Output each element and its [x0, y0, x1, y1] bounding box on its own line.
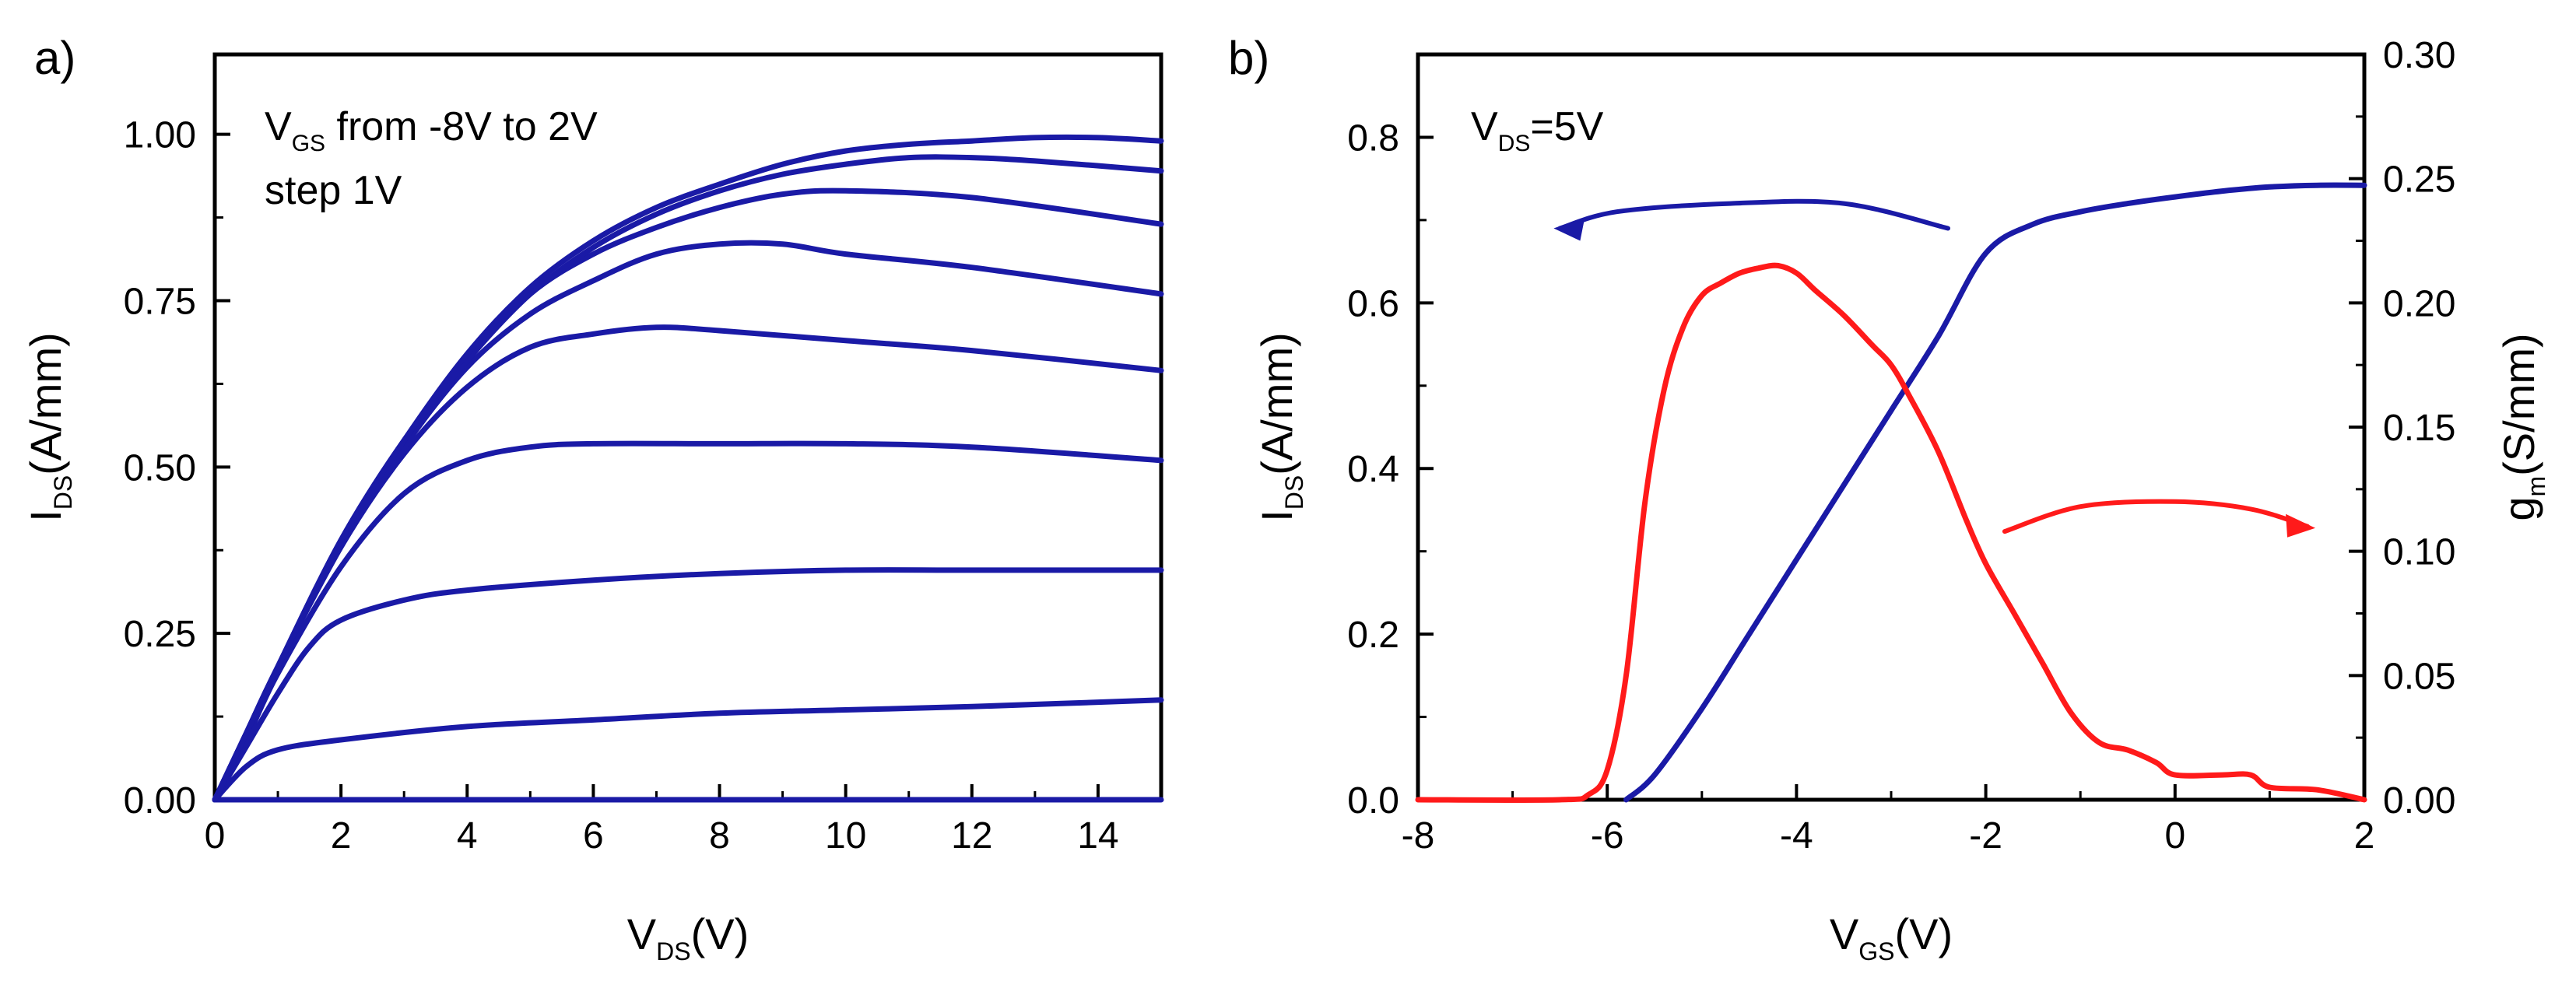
panel-b-ylabel-right: gm(S/mm) — [2494, 333, 2550, 520]
panel-a-x-tick-label: 12 — [951, 815, 992, 857]
panel-b-x-tick-label: -4 — [1780, 815, 1813, 857]
panel-b-ylabel-right-tail: (S/mm) — [2494, 333, 2543, 476]
panel-a-x-tick-label: 2 — [331, 815, 352, 857]
panel-b-gm-curve — [1415, 262, 2367, 803]
panel-b-plot-frame — [1416, 52, 2367, 802]
panel-b-yl-tick-label: 0.6 — [1347, 283, 1399, 324]
panel-b-yr-tick-label: 0.05 — [2383, 656, 2455, 697]
panel-a-curve-vgs--2 — [212, 187, 1164, 803]
panel-b-annotation: VDS=5V — [1471, 104, 1604, 156]
panel-a-label: a) — [34, 32, 75, 84]
annotation-vds-main: V — [1471, 104, 1498, 149]
panel-a-ylabel-sub: DS — [49, 475, 77, 510]
panel-b-ylabel-right-main: g — [2494, 497, 2543, 521]
panel-b-yl-tick-label: 0.0 — [1347, 780, 1399, 822]
panel-b-label: b) — [1228, 32, 1269, 84]
panel-a-series — [212, 134, 1164, 803]
panel-b-x-tick-label: 0 — [2164, 815, 2185, 857]
svg-text:VGS from -8V to 2V: VGS from -8V to 2V — [265, 104, 598, 156]
panel-a-y-tick-label: 0.25 — [124, 614, 196, 655]
panel-a-y-tick-label: 1.00 — [124, 115, 196, 156]
panel-b-ticks: -8 -6 -4 -2 0 2 0.0 0.2 0.4 0.6 0.8 0.00 0.05 0.10 0.1… — [1347, 35, 2455, 857]
panel-b-axis-arrows — [1553, 198, 2316, 538]
panel-b-xlabel: VGS(V) — [1830, 909, 1953, 965]
panel-b-yl-tick-label: 0.8 — [1347, 117, 1399, 159]
panel-b-ylabel-left: IDS(A/mm) — [1252, 332, 1308, 522]
panel-a-annotation: VGS from -8V to 2V step 1V — [265, 104, 598, 213]
right-axis-arrowhead — [2286, 513, 2316, 538]
panel-b-yr-tick-label: 0.30 — [2383, 35, 2455, 76]
panel-a-x-tick-label: 0 — [205, 815, 226, 857]
panel-b-transfer-characteristics: b) -8 -6 -4 -2 0 2 0.0 0.2 0.4 0.6 0.8 0.00 0.05 0.10… — [1228, 32, 2550, 965]
annotation-vgs-main: V — [265, 104, 292, 149]
annotation-vds-sub: DS — [1498, 131, 1531, 156]
panel-a-ticks: 0 2 4 6 8 10 12 14 0.00 0.25 0.50 0.75 1.00 — [124, 115, 1163, 857]
panel-a-x-tick-label: 14 — [1077, 815, 1118, 857]
panel-b-ylabel-right-sub: m — [2522, 476, 2550, 497]
panel-a-xlabel-tail: (V) — [691, 909, 749, 958]
panel-a-xlabel-main: V — [627, 909, 657, 958]
panel-b-ylabel-left-tail: (A/mm) — [1252, 332, 1301, 475]
left-axis-arrowhead — [1553, 217, 1585, 241]
panel-b-yr-tick-label: 0.00 — [2383, 780, 2455, 822]
panel-b-x-tick-label: -2 — [1969, 815, 2002, 857]
panel-b-x-tick-label: -8 — [1402, 815, 1435, 857]
panel-a-ylabel-main: I — [21, 510, 70, 522]
panel-b-ylabel-left-sub: DS — [1280, 475, 1308, 510]
panel-a-curve-vgs--4 — [212, 324, 1164, 803]
panel-a-output-characteristics: a) 0 2 4 6 8 10 12 140.000.250.500.751.00 VGS f… — [21, 32, 1164, 965]
right-axis-arrow — [2002, 499, 2310, 534]
panel-b-x-tick-label: -6 — [1591, 815, 1624, 857]
panel-a-plot-frame — [212, 52, 1163, 802]
panel-a-curve-vgs--6 — [212, 567, 1164, 803]
panel-a-curve-vgs--5 — [212, 440, 1164, 803]
panel-a-ylabel-tail: (A/mm) — [21, 332, 70, 475]
annotation-step: step 1V — [265, 168, 402, 213]
panel-a-curve-vgs-0 — [212, 134, 1164, 803]
panel-b-series — [1415, 182, 2367, 803]
annotation-vgs-range: from -8V to 2V — [325, 104, 598, 149]
panel-a-y-tick-label: 0.50 — [124, 447, 196, 489]
panel-b-yl-tick-label: 0.4 — [1347, 449, 1399, 490]
panel-b-ids-curve — [1623, 182, 2367, 803]
panel-b-ylabel-left-main: I — [1252, 510, 1301, 522]
panel-b-yr-tick-label: 0.15 — [2383, 408, 2455, 449]
panel-a-x-tick-label: 4 — [457, 815, 478, 857]
panel-a-x-tick-label: 8 — [709, 815, 730, 857]
panel-a-y-tick-label: 0.00 — [124, 780, 196, 822]
left-axis-arrow — [1557, 198, 1950, 231]
panel-a-x-tick-label: 10 — [825, 815, 866, 857]
panel-a-ylabel: IDS(A/mm) — [21, 332, 77, 522]
panel-a-x-tick-label: 6 — [583, 815, 604, 857]
panel-b-x-tick-label: 2 — [2354, 815, 2375, 857]
annotation-vds-value: =5V — [1530, 104, 1603, 149]
panel-a-y-tick-label: 0.75 — [124, 281, 196, 322]
panel-b-xlabel-sub: GS — [1858, 937, 1894, 965]
annotation-vgs-sub: GS — [292, 131, 325, 156]
panel-b-yl-tick-label: 0.2 — [1347, 615, 1399, 656]
panel-a-xlabel: VDS(V) — [627, 909, 749, 965]
panel-a-curve-vgs--7 — [212, 697, 1164, 803]
panel-b-yr-tick-label: 0.20 — [2383, 283, 2455, 324]
panel-b-xlabel-main: V — [1830, 909, 1859, 958]
panel-b-yr-tick-label: 0.10 — [2383, 532, 2455, 573]
panel-b-xlabel-tail: (V) — [1894, 909, 1953, 958]
panel-b-yr-tick-label: 0.25 — [2383, 159, 2455, 201]
panel-a-xlabel-sub: DS — [656, 937, 690, 965]
